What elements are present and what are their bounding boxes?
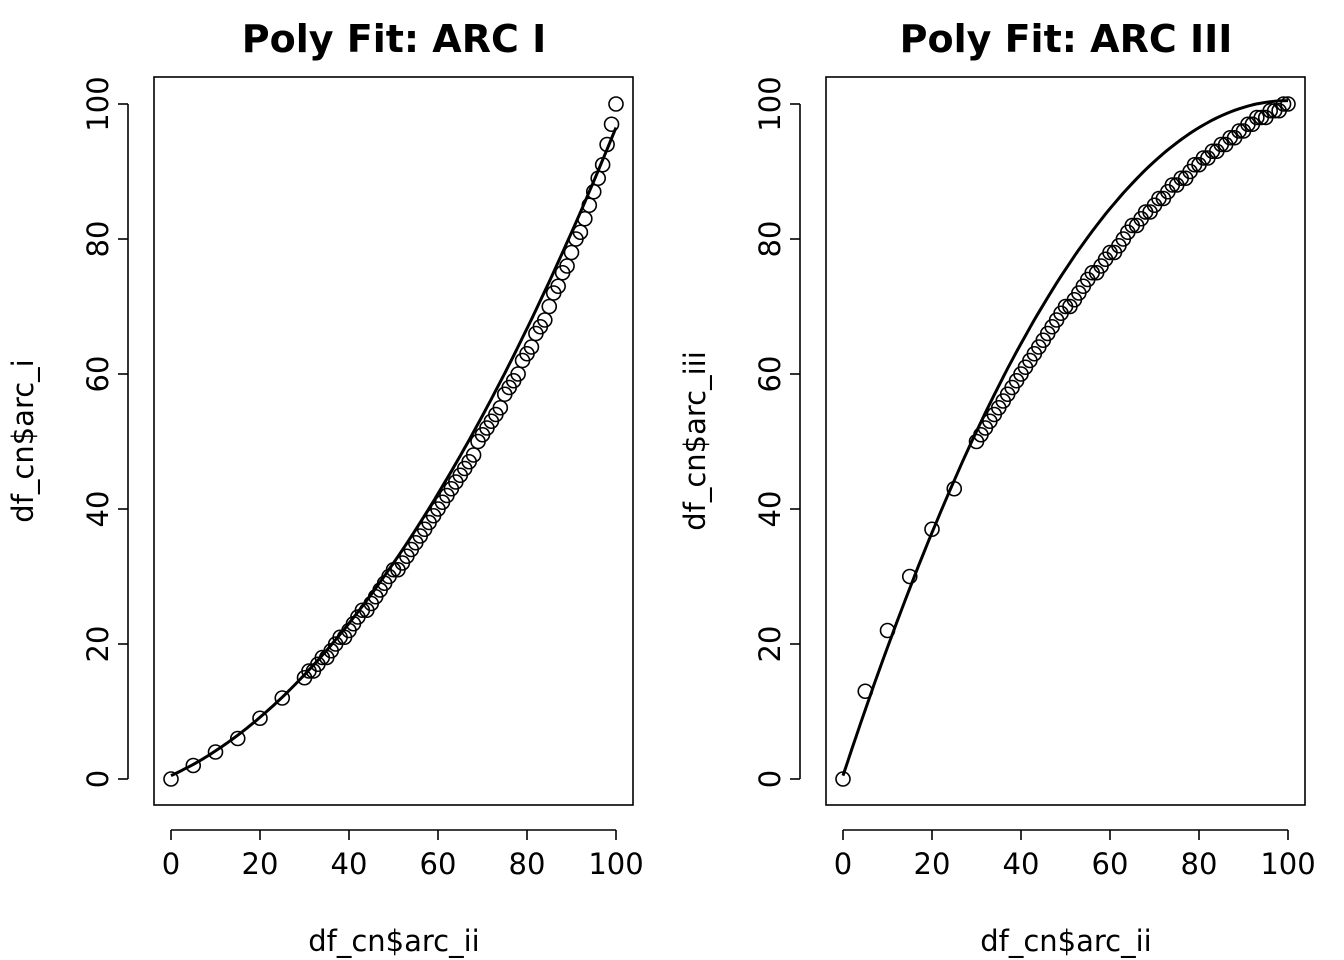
y-tick-label: 60 [81, 356, 115, 393]
fit-line [170, 127, 618, 777]
y-tick-label: 100 [81, 76, 115, 131]
data-point [1249, 109, 1265, 126]
fit-line [841, 99, 1289, 777]
data-point [492, 399, 509, 416]
data-point [536, 312, 553, 328]
x-tick-label: 60 [1092, 847, 1129, 881]
x-tick-label: 20 [914, 847, 951, 881]
data-point [163, 771, 179, 787]
data-point [229, 730, 246, 747]
x-axis: 0 20 40 60 80 100 [162, 829, 644, 881]
data-point [185, 757, 202, 774]
data-point [207, 744, 224, 760]
data-point [1275, 96, 1292, 112]
data-point [901, 568, 918, 585]
x-axis: 0 20 40 60 80 100 [834, 829, 1316, 881]
y-tick-label: 80 [81, 221, 115, 258]
data-point [603, 116, 620, 133]
y-tick-label: 20 [81, 626, 115, 663]
y-tick-label: 80 [753, 221, 787, 258]
x-tick-label: 0 [162, 847, 180, 881]
data-points [163, 96, 624, 787]
plot-box [153, 76, 634, 806]
y-tick-label: 40 [81, 491, 115, 528]
x-tick-label: 80 [1181, 847, 1218, 881]
y-tick-label: 60 [753, 356, 787, 393]
x-tick-label: 100 [1260, 847, 1315, 881]
data-point [523, 339, 540, 355]
panel-arc-i: Poly Fit: ARC I df_cn$arc_ii df_cn$arc_i… [6, 17, 644, 958]
y-axis-label: df_cn$arc_i [6, 359, 40, 522]
panel-arc-iii: Poly Fit: ARC III df_cn$arc_ii df_cn$arc… [678, 17, 1316, 958]
y-tick-label: 100 [753, 76, 787, 131]
x-tick-label: 40 [331, 847, 368, 881]
data-points [835, 96, 1296, 787]
data-point [559, 258, 575, 274]
y-tick-label: 20 [753, 626, 787, 663]
y-axis: 0 20 40 60 80 100 [753, 76, 801, 788]
data-point [1262, 102, 1278, 119]
data-point [608, 96, 624, 112]
y-tick-label: 0 [81, 770, 115, 788]
y-axis: 0 20 40 60 80 100 [81, 76, 129, 788]
data-point [572, 224, 589, 241]
x-tick-label: 100 [588, 847, 643, 881]
data-point [563, 244, 580, 261]
x-axis-label: df_cn$arc_ii [308, 924, 480, 958]
x-tick-label: 60 [420, 847, 457, 881]
data-point [550, 278, 566, 295]
data-point [510, 366, 526, 382]
y-tick-label: 40 [753, 491, 787, 528]
data-point [1280, 96, 1296, 112]
data-point [465, 447, 482, 463]
data-point [541, 298, 558, 315]
y-tick-label: 0 [753, 770, 787, 788]
x-tick-label: 80 [509, 847, 546, 881]
x-axis-label: df_cn$arc_ii [980, 924, 1152, 958]
chart-title: Poly Fit: ARC I [242, 17, 546, 61]
x-tick-label: 20 [242, 847, 279, 881]
data-point [274, 690, 291, 706]
plot-box [825, 76, 1306, 806]
x-tick-label: 0 [834, 847, 852, 881]
chart-title: Poly Fit: ARC III [900, 17, 1233, 61]
data-point [252, 710, 268, 727]
x-tick-label: 40 [1003, 847, 1040, 881]
y-axis-label: df_cn$arc_iii [678, 351, 712, 531]
